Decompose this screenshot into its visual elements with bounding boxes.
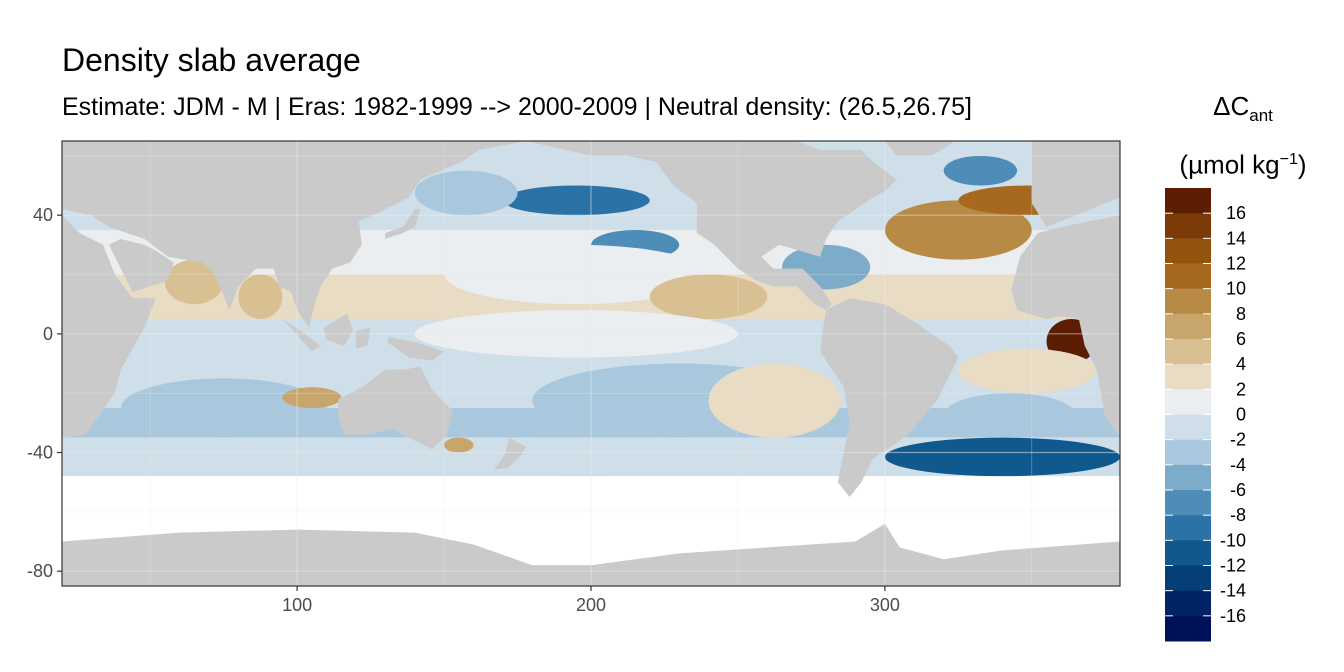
land-polygon [820,298,959,497]
colorbar-tick-label: 16 [1226,203,1246,223]
y-tick-label: -80 [27,561,53,581]
colorbar-tick-label: -2 [1230,430,1246,450]
land-polygon [338,366,453,450]
y-tick-label: -40 [27,443,53,463]
chart-subtitle: Estimate: JDM - M | Eras: 1982-1999 --> … [62,93,972,121]
land-polygon [355,327,371,349]
legend-title-unit: (µmol kg−1) [1179,149,1307,180]
colorbar-tick-label: 14 [1226,228,1246,248]
colorbar-tick-label: 8 [1236,304,1246,324]
region-cell [238,274,283,319]
land-polygon [884,141,956,156]
colorbar: 16 14 12 10 8 6 4 2 0 -2 -4 -6 -8 -10 -12 -14 -16 [1165,188,1246,642]
region-cell [120,378,327,438]
region-cell [414,170,518,216]
x-tick-label: 200 [576,595,606,615]
chart-title: Density slab average [62,42,361,78]
region-cell [649,274,768,319]
land-polygon [62,141,527,328]
colorbar-tick-label: -6 [1230,480,1246,500]
colorbar-swatch [1165,464,1211,491]
colorbar-swatch [1165,515,1211,541]
land-polygon [282,319,321,352]
colorbar-swatch [1165,188,1211,214]
grid-lines [62,141,1120,586]
region-cell [943,393,1076,438]
colorbar-tick-label: -14 [1220,581,1246,601]
x-tick-label: 100 [282,595,312,615]
colorbar-tick-label: -16 [1220,606,1246,626]
colorbar-swatch [1165,590,1211,617]
region-cell [943,155,1018,186]
region-cell [708,363,841,438]
colorbar-swatch [1165,615,1211,642]
land-polygon [62,523,1120,586]
colorbar-swatch [1165,540,1211,566]
colorbar-swatch [1165,339,1211,365]
colorbar-swatch [1165,565,1211,592]
colorbar-swatch [1165,490,1211,516]
colorbar-tick-label: 0 [1236,405,1246,425]
colorbar-swatch [1165,389,1211,415]
region-cell [164,259,224,305]
colorbar-swatch [1165,288,1211,315]
colorbar-tick-label: 4 [1236,354,1246,374]
y-tick-label: 40 [33,205,53,225]
land-polygon [494,437,527,471]
colorbar-swatch [1165,263,1211,290]
land-polygon [62,215,156,438]
land-polygon [388,336,445,361]
colorbar-swatch [1165,439,1211,466]
legend-title-variable: ΔCant [1213,91,1273,126]
colorbar-tick-label: 6 [1236,329,1246,349]
land-polygon [323,313,353,346]
colorbar-tick-label: -4 [1230,455,1246,475]
land-polygon [526,141,897,311]
colorbar-tick-label: -10 [1220,530,1246,550]
colorbar-swatch [1165,213,1211,239]
region-cell [282,387,342,408]
colorbar-swatch [1165,313,1211,340]
land-polygon [385,209,421,239]
land-polygon [1031,141,1120,227]
colorbar-swatch [1165,238,1211,264]
region-cell [884,437,1120,477]
region-cell [958,348,1097,394]
land-polygon [109,238,174,293]
legend-title: ΔCant (µmol kg−1) [1158,84,1328,187]
colorbar-swatch [1165,414,1211,441]
colorbar-swatch [1165,364,1211,390]
colorbar-tick-label: 12 [1226,254,1246,274]
y-tick-label: 0 [43,324,53,344]
colorbar-tick-label: -8 [1230,505,1246,525]
colorbar-tick-label: -12 [1220,556,1246,576]
region-cell [502,185,650,216]
x-tick-label: 300 [870,595,900,615]
colorbar-tick-label: 10 [1226,279,1246,299]
land-mask [62,141,1120,586]
land-polygon [1011,215,1120,438]
colorbar-tick-label: 2 [1236,379,1246,399]
region-cell [444,437,474,453]
